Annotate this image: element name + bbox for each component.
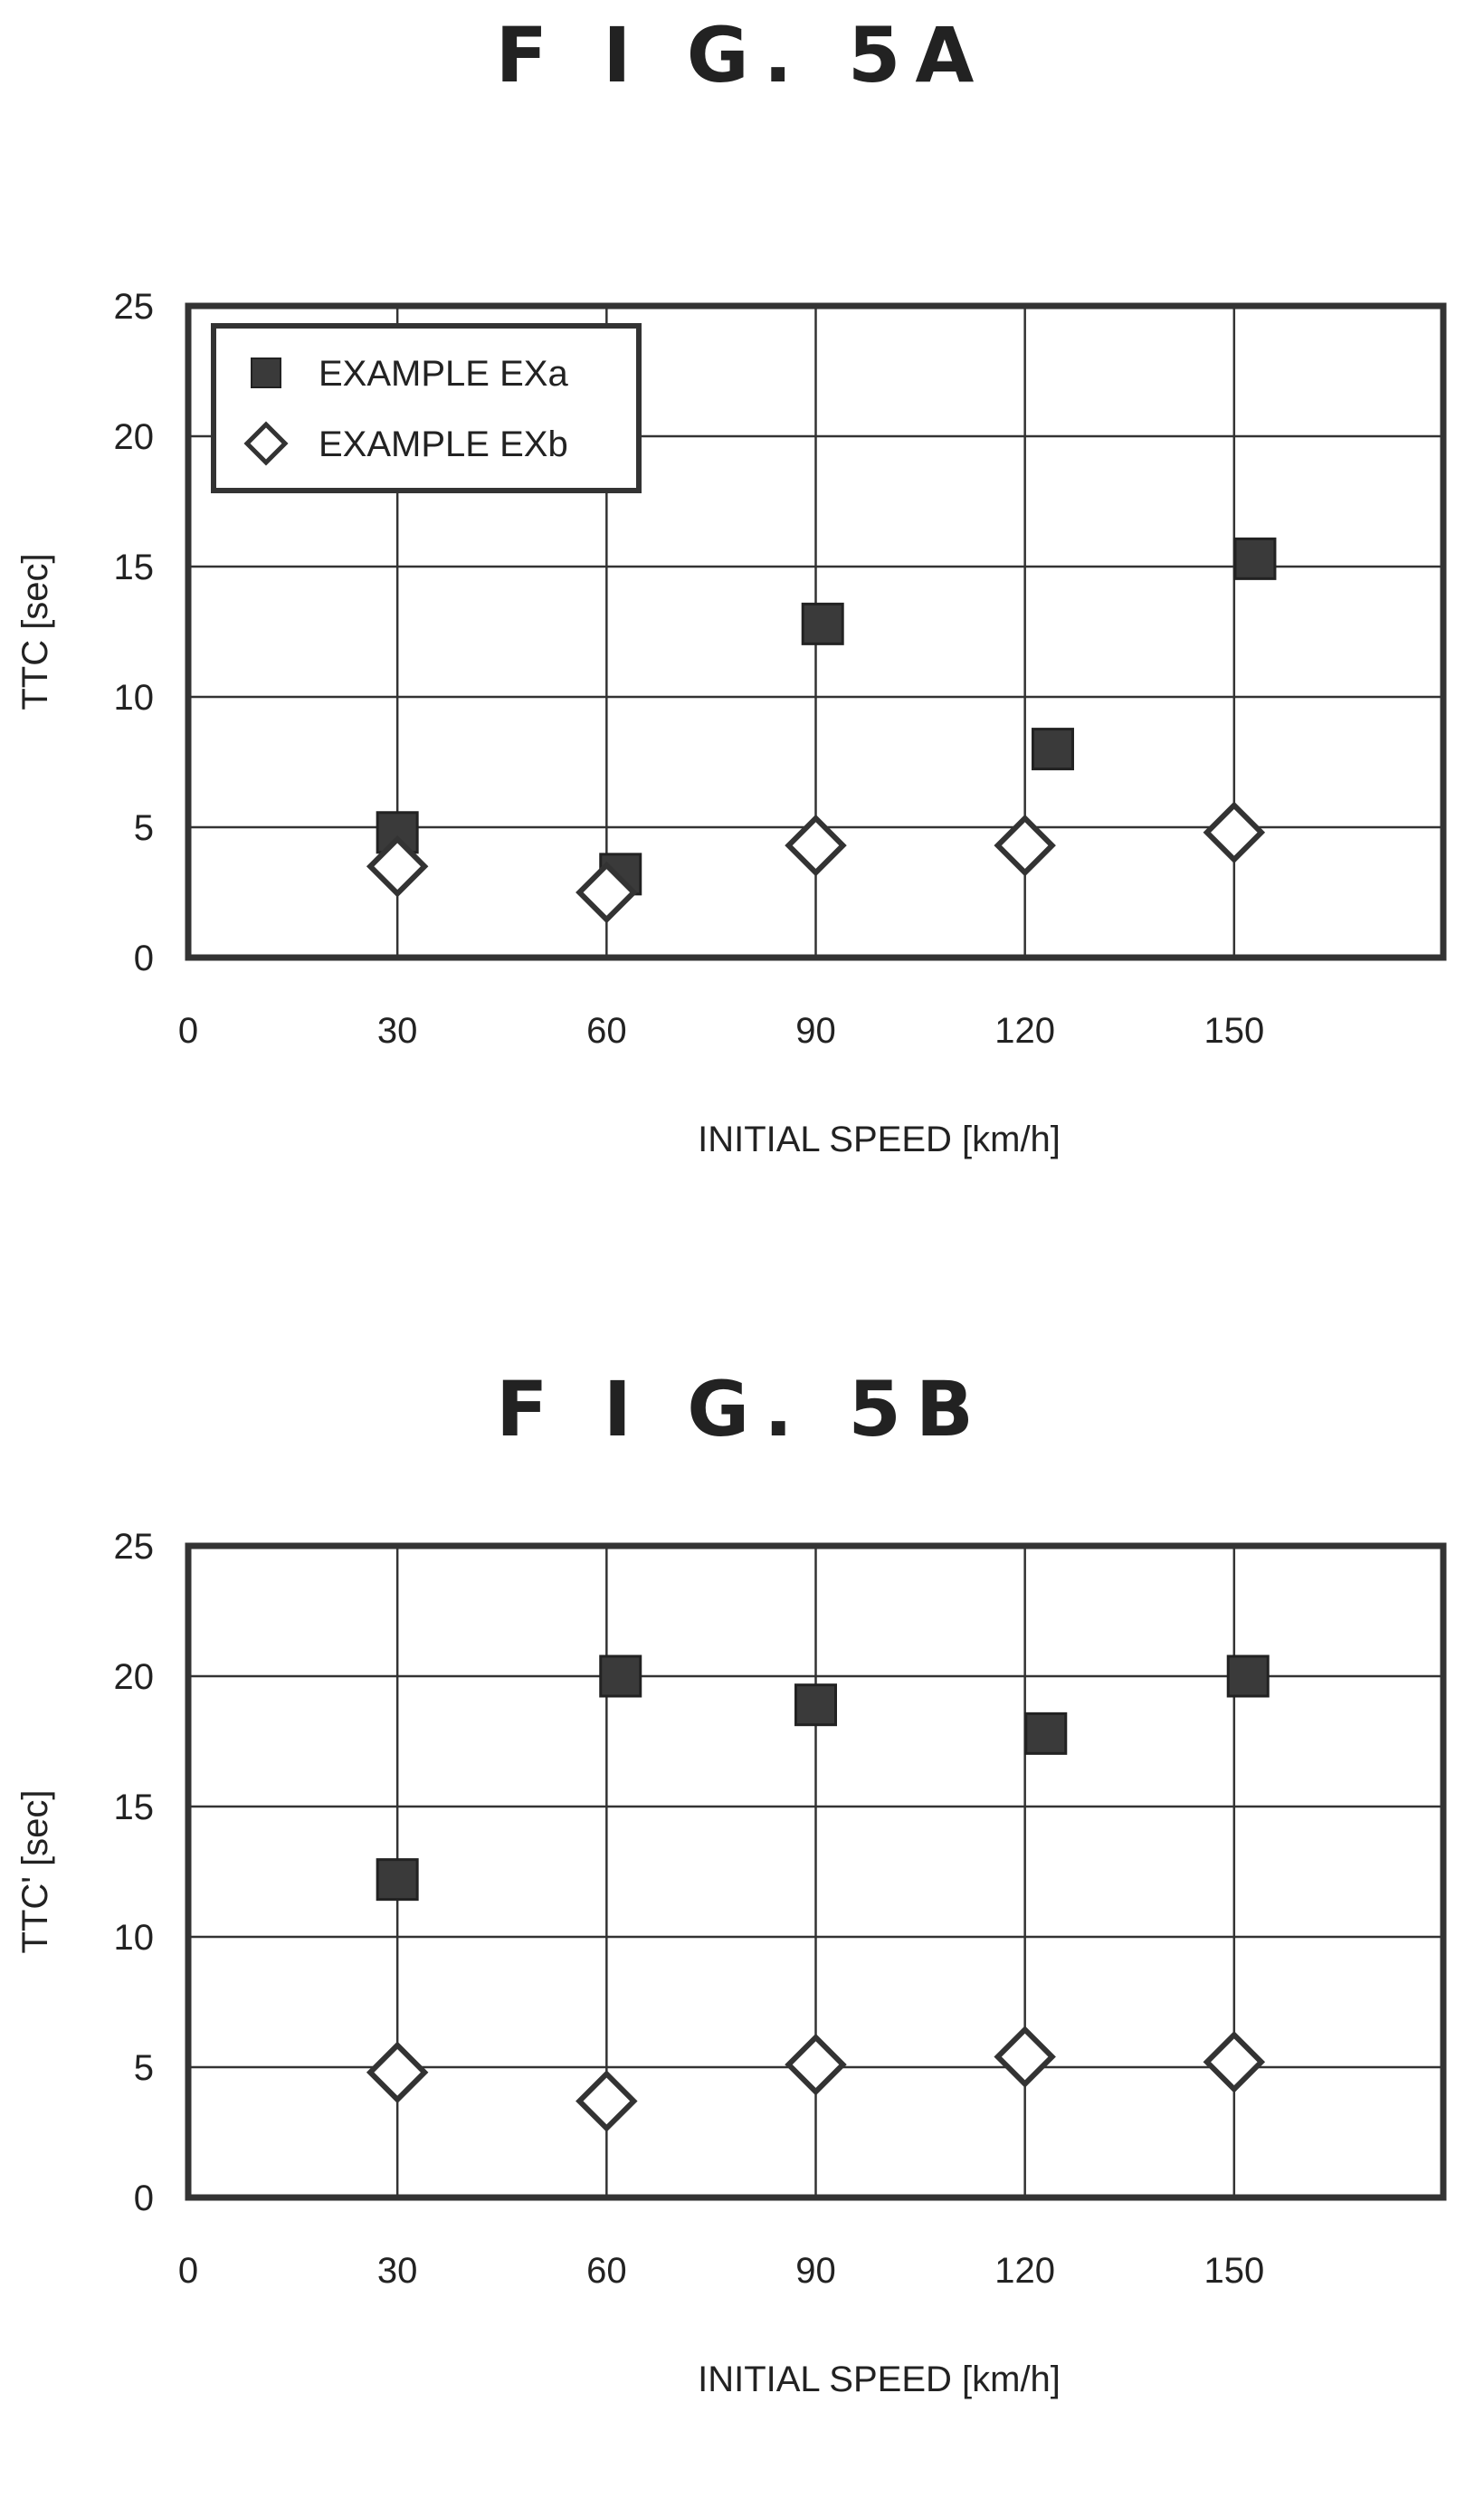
- chart-5b-x-tick-label: 90: [795, 2251, 836, 2291]
- chart-5b-exa-point: [1026, 1713, 1066, 1753]
- chart-5a-y-tick-label: 5: [134, 808, 154, 848]
- chart-5a-legend-box: [214, 326, 639, 491]
- chart-5a-x-tick-label: 150: [1203, 1011, 1264, 1051]
- chart-5b-exb-point: [998, 2029, 1052, 2083]
- chart-5b-exa-point: [377, 1860, 417, 1900]
- chart-5b-y-tick-label: 20: [114, 1657, 155, 1697]
- chart-5b-exb-point: [370, 2045, 424, 2100]
- chart-5a-y-tick-label: 20: [114, 417, 155, 457]
- chart-5a-legend-label: EXAMPLE EXb: [319, 424, 568, 464]
- chart-5b-y-tick-label: 10: [114, 1918, 155, 1958]
- chart-5b-y-axis-label: TTC' [sec]: [15, 1790, 55, 1954]
- chart-5b-y-tick-label: 0: [134, 2179, 154, 2218]
- chart-5a-y-axis-label: TTC [sec]: [15, 553, 55, 710]
- chart-5a-x-tick-label: 30: [377, 1011, 418, 1051]
- chart-5b-series-exa: [377, 1656, 1268, 1900]
- chart-5b-x-tick-label: 30: [377, 2251, 418, 2291]
- chart-5a-y-tick-label: 10: [114, 678, 155, 718]
- chart-5b-x-tick-label: 60: [586, 2251, 627, 2291]
- chart-5b-exa-point: [796, 1685, 836, 1725]
- chart-5b: 0 30 60 90 120 150 0 5 10 15 20 25 INITIAL SPEED [km…: [0, 1502, 1484, 2498]
- chart-5a: 0 30 60 90 120 150 0 5 10 15 20 25 INITIAL SPEED [km…: [0, 262, 1484, 1258]
- chart-5a-x-tick-label: 90: [795, 1011, 836, 1051]
- chart-5a-y-tick-label: 0: [134, 939, 154, 978]
- chart-5a-x-tick-label: 60: [586, 1011, 627, 1051]
- chart-5a-x-axis-label: INITIAL SPEED [km/h]: [698, 1120, 1061, 1159]
- chart-5b-x-tick-label: 150: [1203, 2251, 1264, 2291]
- chart-5b-exb-point: [789, 2037, 843, 2092]
- chart-5b-x-axis-label: INITIAL SPEED [km/h]: [698, 2360, 1061, 2399]
- chart-5a-x-tick-label: 0: [178, 1011, 198, 1051]
- figure-5a-title: F I G. 5A: [0, 11, 1484, 100]
- chart-5b-exa-point: [601, 1656, 641, 1696]
- chart-5a-exa-point: [803, 604, 842, 644]
- chart-5a-y-tick-label: 15: [114, 548, 155, 587]
- chart-5a-x-tick-label: 120: [994, 1011, 1055, 1051]
- chart-5a-y-tick-label: 25: [114, 287, 155, 327]
- figure-5b-title: F I G. 5B: [0, 1365, 1484, 1454]
- chart-5b-y-tick-label: 5: [134, 2048, 154, 2088]
- chart-5b-exb-point: [1207, 2035, 1261, 2089]
- chart-5b-x-tick-label: 0: [178, 2251, 198, 2291]
- chart-5a-exb-point: [1207, 806, 1261, 860]
- chart-5a-legend-label: EXAMPLE EXa: [319, 354, 568, 394]
- chart-5b-y-tick-label: 25: [114, 1527, 155, 1567]
- chart-5a-exa-point: [1032, 729, 1072, 769]
- chart-5b-exa-point: [1228, 1656, 1268, 1696]
- chart-5a-legend: EXAMPLE EXa EXAMPLE EXb: [214, 326, 639, 491]
- chart-5b-x-tick-label: 120: [994, 2251, 1055, 2291]
- chart-5a-legend-square-icon: [252, 358, 281, 387]
- chart-5a-exa-point: [1235, 539, 1275, 578]
- chart-5b-exb-point: [579, 2074, 633, 2128]
- chart-5b-y-tick-label: 15: [114, 1788, 155, 1827]
